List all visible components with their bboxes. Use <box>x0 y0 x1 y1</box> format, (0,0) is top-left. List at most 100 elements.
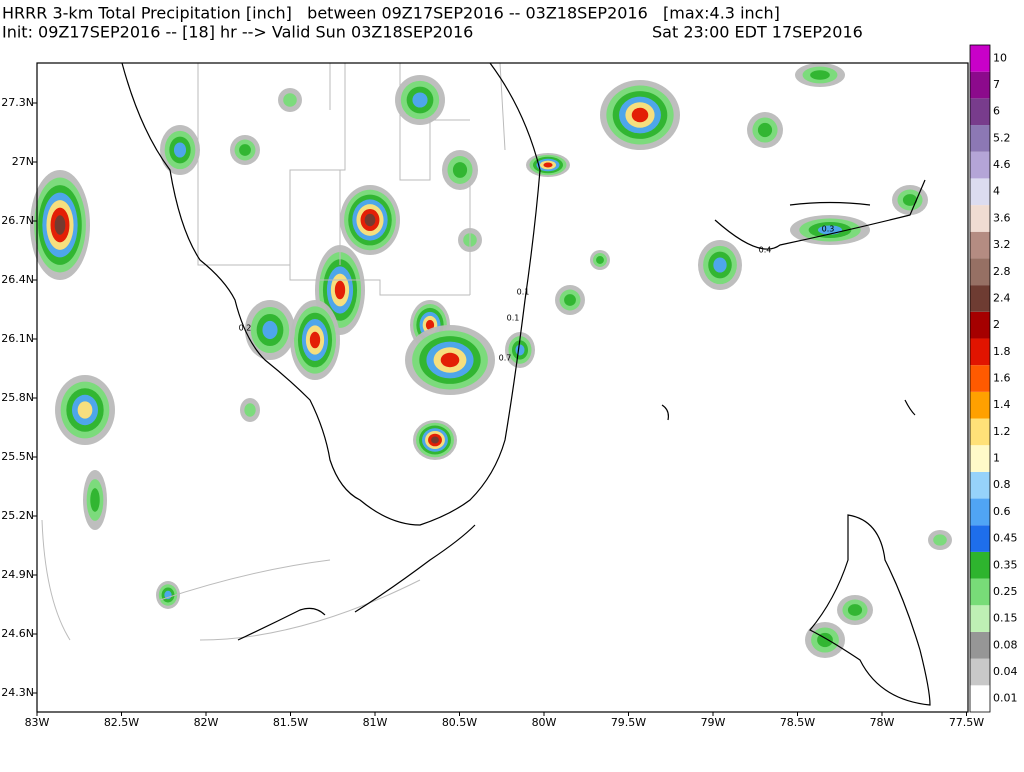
colorbar-swatch <box>970 605 990 632</box>
colorbar-label: 1.8 <box>993 345 1011 358</box>
colorbar-swatch <box>970 231 990 259</box>
colorbar-label: 0.08 <box>993 638 1018 651</box>
precip-blob <box>173 142 187 158</box>
precip-blob <box>239 144 251 156</box>
precip-blob <box>631 107 649 123</box>
title-line-2: Init: 09Z17SEP2016 -- [18] hr --> Valid … <box>2 23 473 42</box>
lon-label: 82W <box>194 716 219 729</box>
lon-label: 82.5W <box>104 716 139 729</box>
lat-label: 24.9N <box>1 568 34 581</box>
lon-label: 80W <box>532 716 557 729</box>
colorbar-swatch <box>970 178 990 206</box>
colorbar-label: 2.8 <box>993 265 1011 278</box>
colorbar-label: 2.4 <box>993 291 1011 304</box>
colorbar-swatch <box>970 471 990 499</box>
lon-label: 79.5W <box>611 716 646 729</box>
colorbar-swatch <box>970 445 990 472</box>
precip-blob <box>440 352 460 368</box>
colorbar-label: 0.8 <box>993 478 1011 491</box>
precip-blob <box>713 257 727 273</box>
contour-label: 0.4 <box>759 246 772 255</box>
colorbar-swatch <box>970 418 990 446</box>
colorbar-frame <box>969 44 991 713</box>
lat-label: 26.1N <box>1 332 34 345</box>
contour-label: 0.1 <box>517 288 530 297</box>
precip-field <box>30 63 952 658</box>
colorbar-label: 3.6 <box>993 211 1011 224</box>
colorbar-label: 0.15 <box>993 612 1018 625</box>
colorbar-swatch <box>970 205 990 232</box>
map-frame-bg <box>37 63 968 712</box>
colorbar-swatch <box>970 551 990 579</box>
map-frame <box>36 62 969 713</box>
colorbar-swatch <box>970 71 990 99</box>
precip-blob <box>810 70 830 80</box>
precip-blob <box>933 534 947 546</box>
precip-blob <box>283 93 297 107</box>
colorbar-swatch <box>970 525 990 552</box>
precip-blob <box>757 122 773 138</box>
colorbar-label: 0.25 <box>993 585 1018 598</box>
colorbar-swatch <box>970 285 990 312</box>
precip-blob <box>77 401 93 419</box>
precip-blob <box>334 280 346 300</box>
lon-label: 79W <box>701 716 726 729</box>
colorbar-label: 0.01 <box>993 692 1018 705</box>
precip-blob <box>564 294 576 306</box>
lat-label: 27N <box>12 155 34 168</box>
contour-label: 0.3 <box>822 225 835 234</box>
lon-label: 81.5W <box>273 716 308 729</box>
colorbar-label: 6 <box>993 105 1000 118</box>
lat-label: 26.7N <box>1 214 34 227</box>
colorbar-label: 1.2 <box>993 425 1011 438</box>
county-lines <box>41 62 506 641</box>
colorbar-swatch <box>970 391 990 419</box>
coastlines <box>121 62 931 706</box>
contour-label: 0.2 <box>239 324 252 333</box>
colorbar-label: 3.2 <box>993 238 1011 251</box>
colorbar-label: 4 <box>993 185 1000 198</box>
precip-blob <box>596 256 604 264</box>
colorbar-swatch <box>970 45 990 72</box>
colorbar-label: 0.6 <box>993 505 1011 518</box>
precip-blob <box>515 344 525 356</box>
lon-label: 78.5W <box>780 716 815 729</box>
lat-label: 26.4N <box>1 273 34 286</box>
lon-label: 77.5W <box>949 716 984 729</box>
lat-label: 25.5N <box>1 450 34 463</box>
precip-blob <box>54 215 66 235</box>
precip-blob <box>244 403 256 417</box>
colorbar-swatch <box>970 685 990 712</box>
colorbar-label: 5.2 <box>993 131 1011 144</box>
lon-label: 83W <box>25 716 50 729</box>
precip-blob <box>262 320 278 340</box>
lat-label: 27.3N <box>1 96 34 109</box>
colorbar-label: 4.6 <box>993 158 1011 171</box>
precip-blob <box>847 604 863 616</box>
colorbar-swatch <box>970 338 990 366</box>
colorbar-label: 0.35 <box>993 558 1018 571</box>
precip-blob <box>412 92 428 108</box>
contour-label: 0.1 <box>507 314 520 323</box>
colorbar-swatch <box>970 365 990 392</box>
colorbar-swatch <box>970 658 990 686</box>
colorbar-swatch <box>970 258 990 286</box>
colorbar-label: 2 <box>993 318 1000 331</box>
lon-label: 78W <box>870 716 895 729</box>
colorbar: 0.01 0.04 0.08 0.15 0.25 0.35 0.45 0.6 0.8 1 1.2 1.… <box>969 44 1018 713</box>
precip-blob <box>425 319 435 331</box>
precip-blob <box>90 488 100 512</box>
colorbar-swatch <box>970 578 990 606</box>
lon-label: 80.5W <box>442 716 477 729</box>
colorbar-label: 0.45 <box>993 532 1018 545</box>
contour-label: 0.7 <box>499 354 512 363</box>
precip-blob <box>309 331 321 349</box>
colorbar-swatch <box>970 125 990 152</box>
colorbar-swatch <box>970 311 990 339</box>
precip-blob <box>452 162 468 178</box>
colorbar-label: 1 <box>993 452 1000 465</box>
lat-label: 25.8N <box>1 391 34 404</box>
lat-label: 24.6N <box>1 627 34 640</box>
colorbar-label: 7 <box>993 78 1000 91</box>
